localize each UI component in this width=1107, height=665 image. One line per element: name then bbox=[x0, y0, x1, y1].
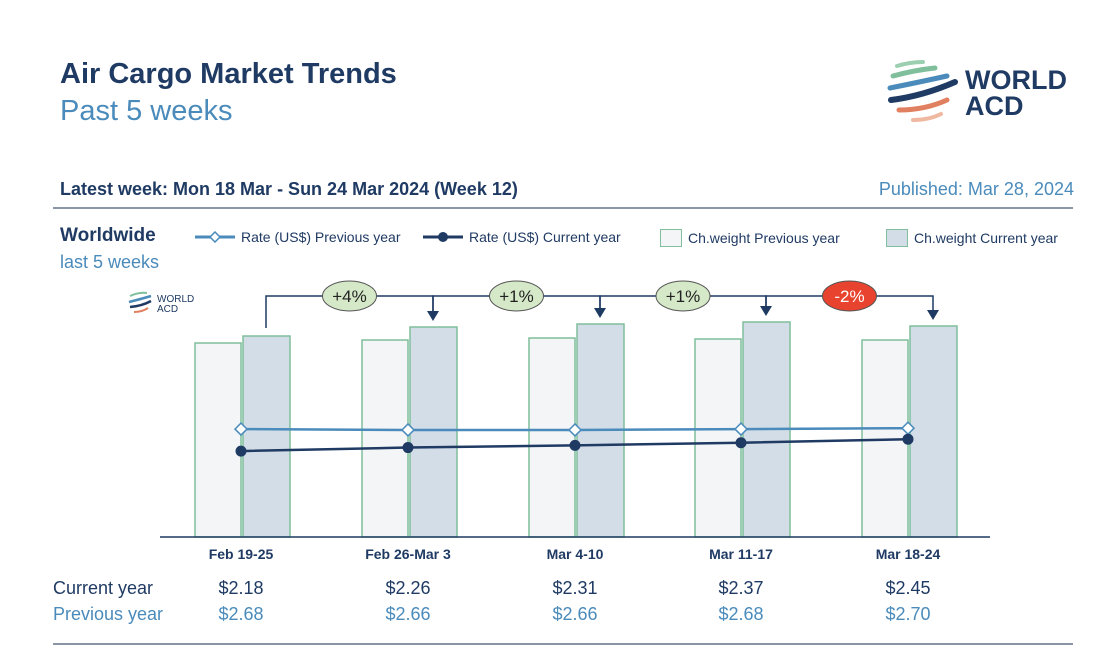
change-label: +4% bbox=[332, 287, 367, 306]
current-rate-value: $2.37 bbox=[718, 578, 764, 598]
x-tick-label: Mar 18-24 bbox=[875, 546, 941, 562]
period-label: last 5 weeks bbox=[60, 252, 160, 272]
legend-rate-current: Rate (US$) Current year bbox=[423, 229, 621, 245]
change-badge bbox=[822, 280, 877, 312]
x-tick-label: Mar 4-10 bbox=[546, 546, 604, 562]
change-badge bbox=[655, 280, 711, 312]
previous-rate-value: $2.70 bbox=[885, 604, 931, 624]
change-badge bbox=[489, 280, 544, 312]
watermark-logo: WORLD ACD bbox=[128, 291, 194, 315]
bar-weight-previous bbox=[194, 342, 242, 538]
previous-year-label: Previous year bbox=[53, 604, 164, 624]
svg-text:WORLD: WORLD bbox=[157, 294, 194, 305]
region-label: Worldwide bbox=[60, 225, 156, 246]
legend-label: Ch.weight Current year bbox=[914, 230, 1058, 246]
current-rate-value: $2.31 bbox=[552, 578, 598, 598]
line-diamond-icon bbox=[195, 231, 235, 243]
current-rate-value: $2.18 bbox=[218, 578, 264, 598]
arrow-down-icon bbox=[927, 310, 939, 320]
page-title: Air Cargo Market Trends bbox=[60, 58, 397, 90]
point-rate-previous bbox=[733, 422, 749, 437]
change-label: +1% bbox=[666, 287, 701, 306]
x-tick-label: Feb 19-25 bbox=[208, 546, 274, 562]
legend-label: Rate (US$) Current year bbox=[469, 229, 621, 245]
legend-weight-current: Ch.weight Current year bbox=[886, 229, 1058, 247]
world-acd-logo: WORLD ACD bbox=[887, 60, 1067, 122]
previous-rate-value: $2.68 bbox=[218, 604, 264, 624]
page-subtitle: Past 5 weeks bbox=[60, 95, 233, 127]
swatch bbox=[886, 229, 908, 247]
current-rate-value: $2.26 bbox=[385, 578, 431, 598]
change-label: +1% bbox=[499, 287, 534, 306]
published-date: Published: Mar 28, 2024 bbox=[878, 179, 1074, 199]
current-year-label: Current year bbox=[53, 578, 154, 598]
x-tick-label: Feb 26-Mar 3 bbox=[365, 546, 451, 562]
divider bbox=[53, 207, 1073, 209]
previous-rate-value: $2.68 bbox=[718, 604, 764, 624]
divider bbox=[53, 643, 1073, 645]
x-tick-label: Mar 11-17 bbox=[709, 546, 773, 562]
swatch bbox=[660, 229, 682, 247]
line-dot-icon bbox=[423, 232, 463, 242]
point-rate-current bbox=[402, 442, 414, 454]
bar-weight-current bbox=[242, 335, 291, 538]
bar-weight-current bbox=[409, 326, 458, 538]
point-rate-previous bbox=[233, 422, 249, 437]
change-badge bbox=[322, 280, 377, 312]
bar-weight-previous bbox=[694, 338, 742, 538]
svg-text:ACD: ACD bbox=[965, 91, 1024, 121]
legend-rate-prev: Rate (US$) Previous year bbox=[195, 229, 401, 245]
point-rate-current bbox=[735, 437, 747, 449]
current-rate-value: $2.45 bbox=[885, 578, 931, 598]
point-rate-current bbox=[902, 433, 914, 445]
legend-label: Ch.weight Previous year bbox=[688, 230, 840, 246]
latest-week: Latest week: Mon 18 Mar - Sun 24 Mar 202… bbox=[60, 179, 518, 199]
legend-label: Rate (US$) Previous year bbox=[241, 229, 401, 245]
previous-rate-value: $2.66 bbox=[552, 604, 598, 624]
legend-weight-prev: Ch.weight Previous year bbox=[660, 229, 840, 247]
svg-text:WORLD: WORLD bbox=[965, 65, 1067, 95]
bar-weight-previous bbox=[361, 339, 409, 538]
bar-weight-current bbox=[909, 325, 958, 538]
bar-weight-previous bbox=[528, 337, 576, 538]
point-rate-previous bbox=[400, 422, 416, 438]
svg-text:ACD: ACD bbox=[157, 304, 178, 315]
previous-rate-value: $2.66 bbox=[385, 604, 431, 624]
point-rate-current bbox=[235, 445, 247, 457]
point-rate-current bbox=[569, 439, 581, 451]
change-label: -2% bbox=[834, 287, 864, 306]
point-rate-previous bbox=[567, 422, 583, 438]
